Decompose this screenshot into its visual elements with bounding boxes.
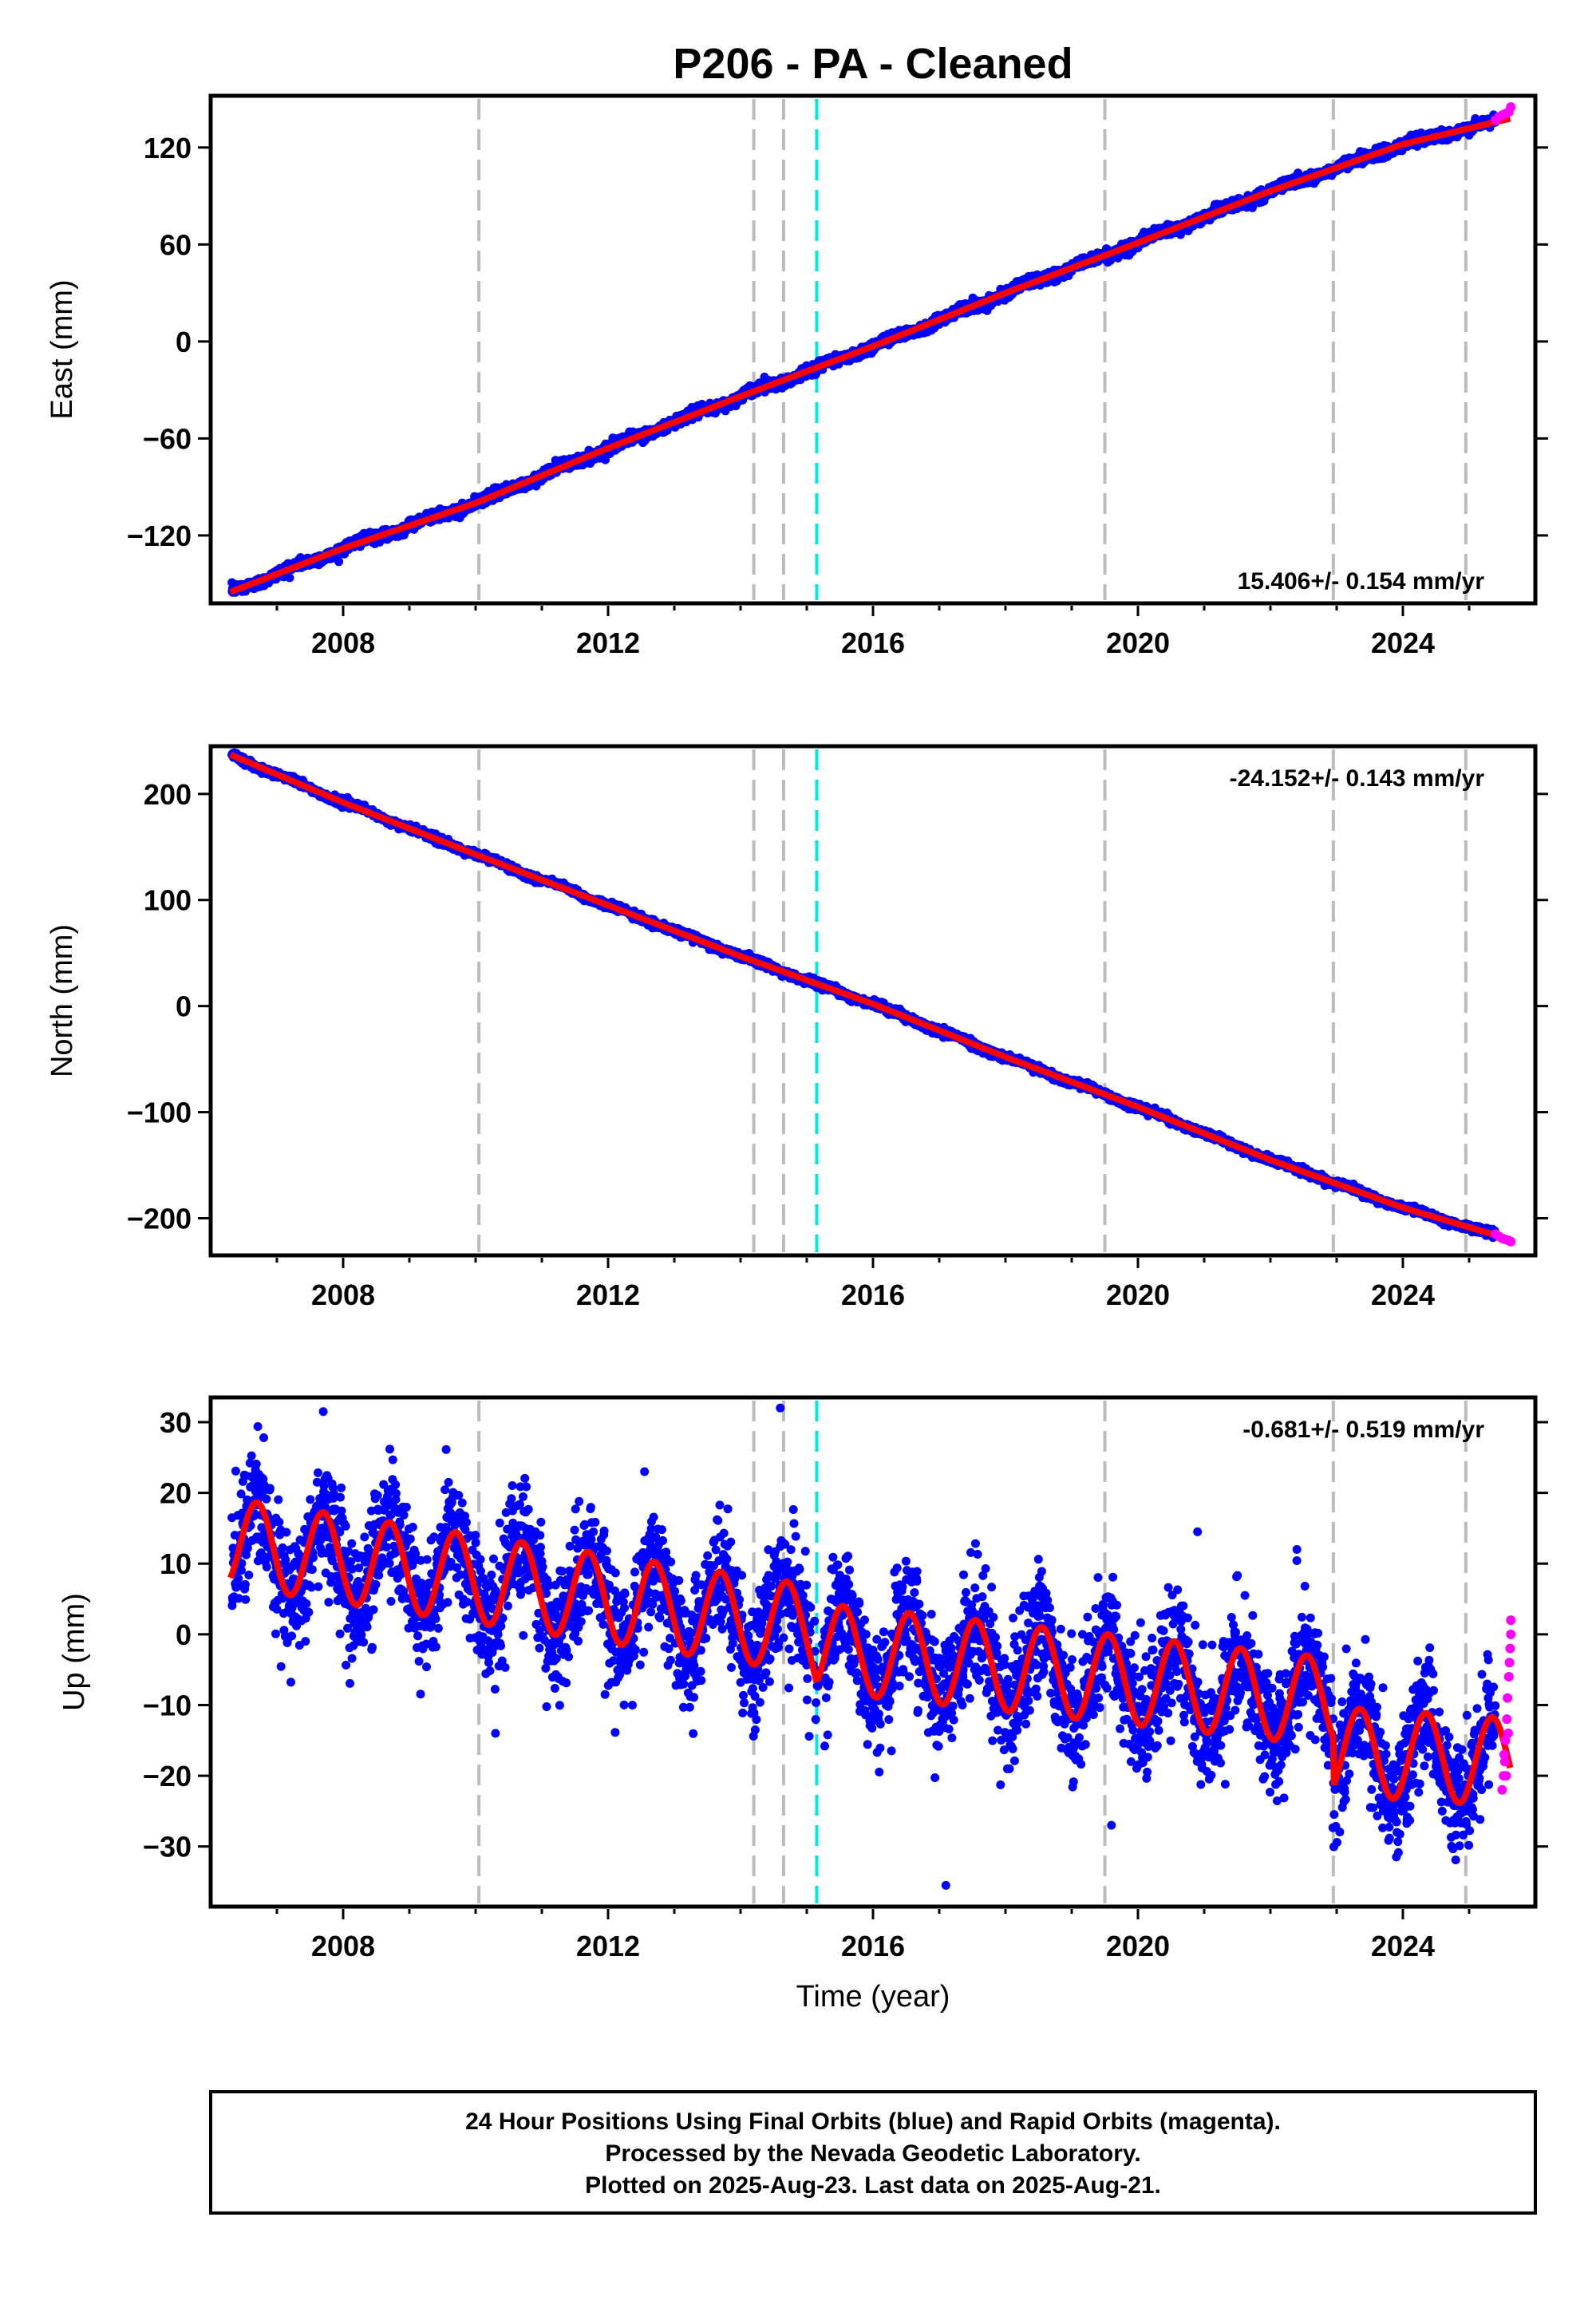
x-tick-label: 2008 <box>311 626 375 659</box>
x-tick-label: 2024 <box>1371 626 1435 659</box>
y-axis-label: East (mm) <box>45 279 79 419</box>
rapid-orbit-point <box>1506 102 1516 113</box>
figure-title: P206 - PA - Cleaned <box>673 40 1073 88</box>
x-tick-label: 2020 <box>1106 626 1170 659</box>
event-lines <box>477 99 1468 600</box>
y-tick-label: −60 <box>143 422 192 455</box>
y-tick-label: −120 <box>127 520 192 552</box>
x-tick-label: 2012 <box>576 626 640 659</box>
east-panel: 2008 2012 2016 2020 2024 −120 −60 0 60 120 East (m… <box>45 93 1548 659</box>
y-tick-label: 120 <box>144 132 192 164</box>
velocity-rate-label: 15.406+/- 0.154 mm/yr <box>1238 568 1485 595</box>
final-orbit-point <box>285 573 294 583</box>
final-orbit-point <box>601 455 610 464</box>
final-orbit-point <box>334 557 344 567</box>
x-tick-label: 2016 <box>841 626 905 659</box>
y-tick-label: 0 <box>176 326 192 358</box>
y-tick-label: 60 <box>160 228 192 261</box>
